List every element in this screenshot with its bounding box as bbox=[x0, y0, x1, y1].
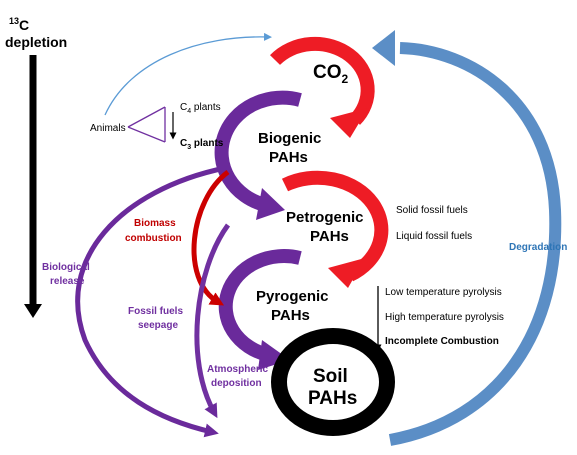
degradation-arrow-head bbox=[372, 30, 395, 66]
co2-node: CO2 bbox=[270, 36, 375, 138]
atmospheric-label-line2: deposition bbox=[211, 378, 262, 389]
degradation-arc bbox=[388, 42, 562, 446]
co2-ring-arrowhead bbox=[330, 108, 368, 138]
petrogenic-label-line2: PAHs bbox=[310, 228, 349, 245]
source-liquid-fossil-fuels: Liquid fossil fuels bbox=[396, 231, 472, 242]
source-high-temp-pyrolysis: High temperature pyrolysis bbox=[385, 312, 504, 323]
co2-label-sub: 2 bbox=[342, 72, 349, 86]
c4-suffix: plants bbox=[191, 102, 220, 113]
biomass-combustion-arrow: Biomass combustion bbox=[125, 169, 230, 306]
petrogenic-ring bbox=[281, 170, 389, 282]
animals-label: Animals bbox=[90, 123, 126, 134]
pyrogenic-ring bbox=[218, 249, 302, 362]
c4-prefix: C bbox=[180, 102, 187, 113]
c3-sub: 3 bbox=[187, 144, 191, 151]
plants-group: Animals C4 plants C3 plants bbox=[90, 102, 224, 151]
biomass-label-line1: Biomass bbox=[134, 218, 176, 229]
soil-ring bbox=[271, 328, 395, 436]
c4-sub: 4 bbox=[187, 108, 191, 115]
pyrogenic-sources: Low temperature pyrolysis High temperatu… bbox=[374, 286, 504, 352]
atmospheric-label-line1: Atmospheric bbox=[207, 364, 269, 375]
biological-label-line2: release bbox=[50, 276, 85, 287]
source-solid-fossil-fuels: Solid fossil fuels bbox=[396, 205, 468, 216]
biogenic-node: Biogenic PAHs bbox=[214, 90, 321, 220]
depletion-title: 13C bbox=[9, 16, 29, 33]
biological-release-arc bbox=[75, 165, 226, 438]
fossil-seepage-arrow: Fossil fuels seepage bbox=[128, 223, 231, 419]
fossil-seepage-curve bbox=[194, 223, 231, 419]
co2-label-main: CO bbox=[313, 62, 342, 83]
petrogenic-sources: Solid fossil fuels Liquid fossil fuels bbox=[396, 205, 472, 242]
depletion-indicator: 13C depletion bbox=[5, 16, 67, 318]
c3-plants-label: C3 plants bbox=[180, 138, 224, 151]
degradation-label: Degradation bbox=[509, 242, 567, 253]
co2-ring bbox=[270, 36, 375, 125]
c3-suffix: plants bbox=[191, 138, 224, 149]
c3-prefix: C bbox=[180, 138, 187, 149]
co2-label: CO2 bbox=[313, 62, 349, 86]
animals-c3-line bbox=[127, 126, 166, 143]
biomass-combustion-curve bbox=[191, 169, 230, 306]
source-incomplete-combustion: Incomplete Combustion bbox=[385, 336, 499, 347]
fossil-label-line1: Fossil fuels bbox=[128, 306, 183, 317]
degradation-arrow: Degradation bbox=[372, 30, 567, 446]
biogenic-ring bbox=[214, 90, 302, 212]
petrogenic-ring-arrowhead bbox=[328, 258, 365, 288]
pyrogenic-label-line2: PAHs bbox=[271, 307, 310, 324]
c4-plants-label: C4 plants bbox=[180, 102, 221, 115]
biomass-label-line2: combustion bbox=[125, 233, 182, 244]
depletion-superscript: 13 bbox=[9, 16, 19, 26]
depletion-element: C bbox=[19, 17, 29, 33]
animals-to-co2-arrow bbox=[104, 32, 272, 116]
soil-label-line2: PAHs bbox=[308, 388, 357, 409]
fossil-label-line2: seepage bbox=[138, 320, 178, 331]
depletion-word: depletion bbox=[5, 34, 67, 50]
petrogenic-label-line1: Petrogenic bbox=[286, 209, 364, 226]
source-low-temp-pyrolysis: Low temperature pyrolysis bbox=[385, 287, 502, 298]
biological-release-arrow: Biological release bbox=[42, 165, 226, 438]
biogenic-label-line1: Biogenic bbox=[258, 130, 321, 147]
depletion-arrow-head bbox=[24, 304, 42, 318]
petrogenic-node: Petrogenic PAHs bbox=[281, 170, 389, 288]
biogenic-ring-arrowhead bbox=[256, 188, 285, 220]
soil-label-line1: Soil bbox=[313, 366, 348, 387]
soil-node: Soil PAHs bbox=[271, 328, 395, 436]
pyrogenic-label-line1: Pyrogenic bbox=[256, 288, 329, 305]
pyrogenic-node: Pyrogenic PAHs bbox=[218, 249, 329, 370]
animals-c4-line bbox=[127, 106, 166, 128]
biological-label-line1: Biological bbox=[42, 262, 90, 273]
biogenic-label-line2: PAHs bbox=[269, 149, 308, 166]
